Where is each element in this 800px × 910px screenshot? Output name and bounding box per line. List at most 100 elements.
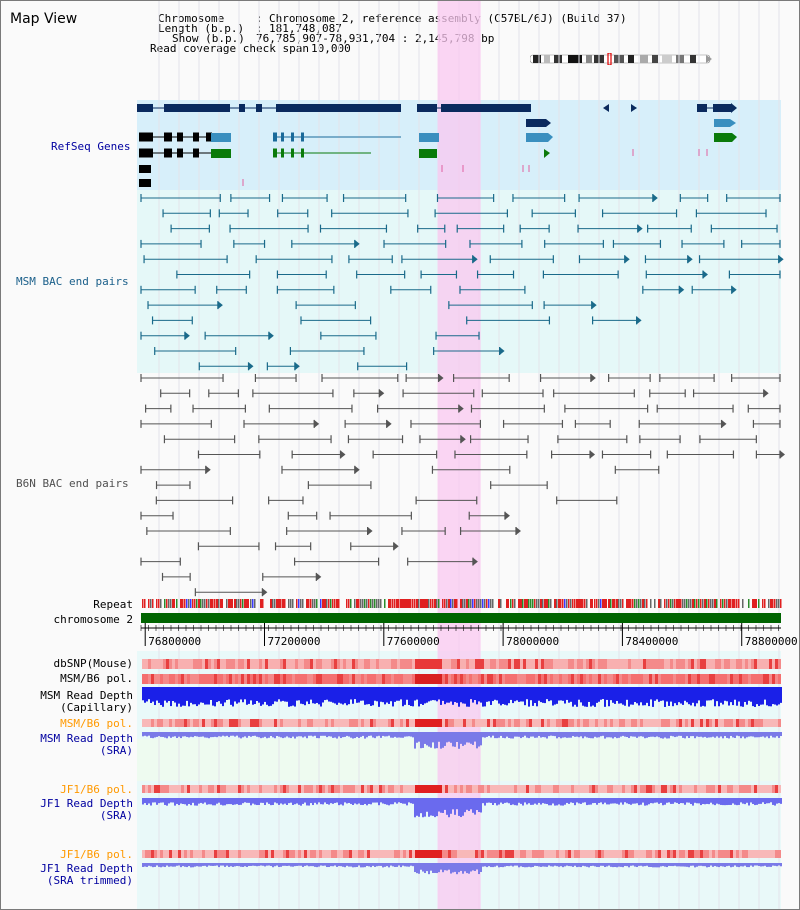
depth-bar (554, 732, 556, 737)
polymorphism-cell (715, 850, 718, 858)
polymorphism-cell (184, 785, 187, 793)
depth-bar (534, 687, 536, 704)
depth-bar (460, 863, 462, 871)
polymorphism-cell (193, 659, 196, 669)
polymorphism-cell (172, 674, 175, 684)
depth-bar (322, 863, 324, 866)
polymorphism-cell (604, 659, 607, 669)
chromosome-bar[interactable] (141, 613, 781, 623)
depth-bar (334, 687, 336, 704)
polymorphism-cell (493, 674, 496, 684)
depth-bar (352, 863, 354, 868)
polymorphism-cell (484, 850, 487, 858)
polymorphism-cell (589, 785, 592, 793)
polymorphism-cell (466, 659, 469, 669)
repeat-block (672, 599, 674, 608)
depth-bar (306, 863, 308, 866)
polymorphism-cell (442, 659, 445, 669)
polymorphism-cell (355, 850, 358, 858)
depth-bar (614, 732, 616, 738)
repeat-block (608, 599, 611, 608)
depth-bar (340, 732, 342, 739)
polymorphism-cell (238, 659, 241, 669)
polymorphism-cell (616, 850, 619, 858)
polymorphism-cell (286, 850, 289, 858)
polymorphism-cell (331, 850, 334, 858)
depth-bar (608, 798, 610, 805)
polymorphism-cell (565, 850, 568, 858)
depth-bar (510, 798, 512, 806)
polymorphism-cell (406, 659, 409, 669)
depth-bar (260, 798, 262, 803)
polymorphism-cell (430, 719, 433, 727)
depth-bar (690, 863, 692, 866)
refseq-genes-track[interactable] (137, 103, 737, 187)
polymorphism-cell (406, 719, 409, 727)
polymorphism-cell (514, 719, 517, 727)
depth-bar (752, 732, 754, 737)
b6n-bac-end-pairs-track[interactable] (140, 374, 785, 597)
polymorphism-cell (244, 850, 247, 858)
depth-bar (456, 732, 458, 742)
depth-bar (174, 732, 176, 737)
depth-bar (292, 798, 294, 805)
msm-bac-end-pairs-track[interactable] (140, 194, 784, 371)
polymorphism-cell (214, 659, 217, 669)
polymorphism-cell (169, 659, 172, 669)
repeat-track[interactable] (142, 599, 782, 608)
depth-bar (644, 798, 646, 806)
polymorphism-cell (502, 850, 505, 858)
depth-bar (324, 863, 326, 866)
chromosome-ideogram[interactable] (530, 53, 713, 65)
polymorphism-cell (733, 659, 736, 669)
polymorphism-cell (205, 719, 208, 727)
polymorphism-cell (481, 659, 484, 669)
depth-bar (356, 732, 358, 737)
depth-bar (272, 732, 274, 738)
depth-bar (496, 687, 498, 701)
refseq-genes-label[interactable]: RefSeq Genes (51, 140, 131, 153)
depth-bar (282, 863, 284, 866)
polymorphism-cell (340, 659, 343, 669)
depth-bar (556, 798, 558, 806)
repeat-block (590, 599, 593, 608)
repeat-block (350, 599, 352, 608)
msm-bac-end-pairs-label[interactable]: MSM BAC end pairs (16, 275, 129, 288)
depth-tracks[interactable] (142, 659, 782, 875)
depth-bar (302, 798, 304, 804)
depth-bar (216, 798, 218, 804)
depth-bar (218, 687, 220, 702)
depth-bar (180, 732, 182, 739)
polymorphism-cell (214, 850, 217, 858)
polymorphism-cell (415, 785, 418, 793)
depth-bar (492, 798, 494, 805)
repeat-block (544, 599, 547, 608)
repeat-block (768, 599, 770, 608)
polymorphism-cell (235, 785, 238, 793)
depth-bar (698, 732, 700, 737)
repeat-block (246, 599, 249, 608)
repeat-block (374, 599, 376, 608)
repeat-block (394, 599, 396, 608)
polymorphism-cell (613, 785, 616, 793)
polymorphism-cell (574, 850, 577, 858)
repeat-block (568, 599, 570, 608)
depth-bar (752, 863, 754, 867)
depth-bar (224, 732, 226, 737)
polymorphism-cell (592, 659, 595, 669)
depth-bar (718, 798, 720, 805)
repeat-block (280, 599, 282, 608)
depth-bar (532, 687, 534, 706)
depth-bar (538, 687, 540, 701)
polymorphism-cell (580, 719, 583, 727)
depth-bar (752, 687, 754, 707)
depth-bar (750, 732, 752, 737)
depth-bar (418, 798, 420, 817)
depth-bar (458, 687, 460, 707)
b6n-bac-end-pairs-label[interactable]: B6N BAC end pairs (16, 477, 129, 490)
polymorphism-cell (634, 719, 637, 727)
polymorphism-cell (430, 785, 433, 793)
depth-bar (666, 732, 668, 739)
depth-bar (558, 863, 560, 867)
